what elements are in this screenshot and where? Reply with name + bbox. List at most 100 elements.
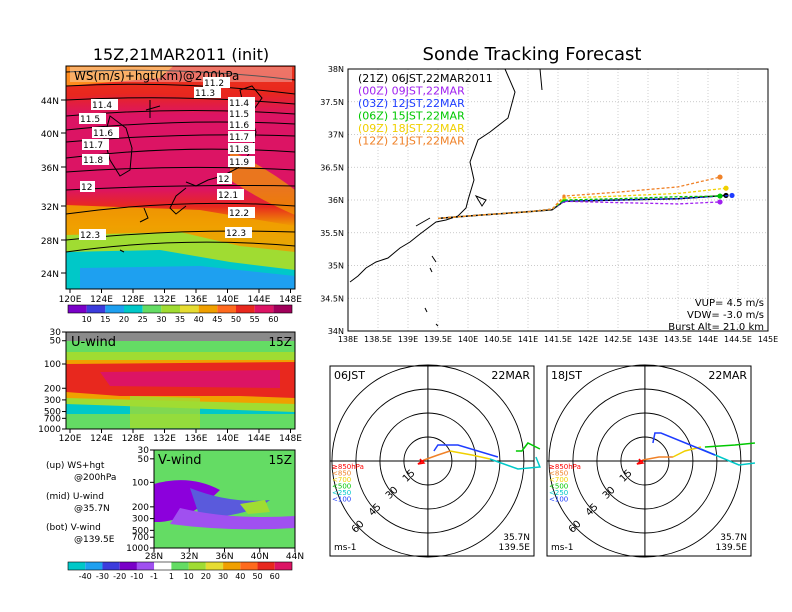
- ws-colorbar-label: 55: [250, 315, 260, 324]
- ws-contour-label: 11.4: [229, 99, 249, 109]
- hodograph-level-label: <100: [549, 496, 568, 504]
- ws-contour-label-box: [228, 97, 255, 108]
- track-lon-label: 140.5E: [484, 335, 512, 344]
- hodograph-level-label: <500: [549, 483, 568, 491]
- track-lon-label: 139E: [398, 335, 418, 344]
- ws-contour-label: 11.7: [83, 141, 103, 151]
- ws-colorbar-swatch: [254, 305, 274, 313]
- track-lon-label: 141.5E: [544, 335, 572, 344]
- v-pressure-label: 200: [132, 503, 149, 513]
- u-lon-label: 148E: [279, 434, 302, 444]
- u-lon-label: 120E: [59, 434, 82, 444]
- ws-lat-label: 28N: [41, 237, 59, 247]
- track-lon-label: 143E: [638, 335, 658, 344]
- hodograph-level-label: <100: [332, 496, 351, 504]
- v-colorbar-label: -1: [150, 572, 158, 581]
- v-colorbar-swatch: [223, 562, 241, 570]
- track-lat-label: 35.5N: [320, 229, 344, 238]
- ws-contour-label-box: [228, 143, 255, 154]
- ws-colorbar-label: 35: [175, 315, 185, 324]
- track-lat-label: 35N: [328, 262, 344, 271]
- ws-contour-label-box: [91, 99, 118, 110]
- u-panel-time: 15Z: [269, 335, 293, 349]
- track-legend-entry: (06Z) 15JST,22MAR: [358, 110, 465, 123]
- ws-panel-title: WS(m/s)+hgt(km)@200hPa: [74, 69, 239, 83]
- hodograph-unit: ms-1: [551, 543, 573, 553]
- v-colorbar-swatch: [274, 562, 292, 570]
- track-lat-label: 36.5N: [320, 163, 344, 172]
- u-pressure-label: 700: [44, 414, 61, 424]
- u-pressure-label: 500: [44, 408, 61, 418]
- track-info-line: VDW= -3.0 m/s: [687, 310, 764, 321]
- main-title: Sonde Tracking Forecast: [423, 44, 642, 65]
- v-panel-title: V-wind: [158, 453, 202, 468]
- v-pressure-label: 500: [132, 526, 149, 536]
- v-colorbar-label: -20: [113, 572, 126, 581]
- track-lon-label: 138E: [338, 335, 358, 344]
- legend-note-line2: @200hPa: [74, 473, 116, 483]
- track-lon-label: 142E: [578, 335, 598, 344]
- track-panel: (21Z) 06JST,22MAR2011(00Z) 09JST,22MAR (0…: [320, 65, 778, 344]
- hodograph-trace-2: [672, 446, 702, 458]
- hodograph-trace-5: [652, 432, 716, 456]
- track-series: [437, 174, 735, 220]
- ws-colorbar-label: 40: [194, 315, 204, 324]
- track-end-marker-5: [717, 174, 723, 180]
- v-colorbar-label: -30: [96, 572, 109, 581]
- track-lon-label: 140E: [458, 335, 478, 344]
- hodograph-trace-1: [642, 456, 673, 461]
- ws-contour-label: 11.9: [229, 158, 249, 168]
- ws-colorbar-label: 10: [82, 315, 92, 324]
- v-colorbar-swatch: [205, 562, 224, 570]
- u-pressure-label: 30: [50, 328, 62, 338]
- ws-contour-label: 12.3: [80, 231, 100, 241]
- legend-note-line1: (up) WS+hgt: [46, 461, 105, 471]
- hodograph-trace-5: [433, 444, 499, 458]
- ws-colorbar-swatch: [273, 305, 292, 313]
- ws-colorbar-label: 50: [231, 315, 241, 324]
- track-lon-label: 145E: [758, 335, 778, 344]
- ws-contour-label: 11.5: [80, 115, 100, 125]
- v-colorbar-label: 60: [270, 572, 280, 581]
- ws-colorbar-frame: [67, 304, 293, 314]
- ws-contour-label-box: [228, 156, 255, 167]
- track-lat-label: 38N: [328, 65, 344, 74]
- ws-lon-label: 148E: [279, 295, 302, 305]
- legend-notes: (up) WS+hgt @200hPa (mid) U-wind @35.7N (bot…: [46, 461, 116, 545]
- hodograph-lat: 35.7N: [503, 533, 530, 543]
- v-pressure-label: 300: [132, 515, 149, 525]
- legend-note-line1: (bot) V-wind: [46, 523, 101, 533]
- ws-colorbar-label: 30: [156, 315, 166, 324]
- track-lat-label: 36N: [328, 196, 344, 205]
- hodograph-level-label: <700: [332, 476, 351, 484]
- hodograph-trace-0: [417, 458, 426, 465]
- track-end-marker-4: [723, 185, 729, 191]
- ws-lon-label: 128E: [122, 295, 145, 305]
- track-legend-entry: (12Z) 21JST,22MAR: [358, 135, 465, 148]
- ws-contour-label: 12.3: [226, 229, 246, 239]
- ws-contour-label: 11.4: [92, 101, 112, 111]
- u-lon-label: 124E: [90, 434, 113, 444]
- v-lat-label: 32N: [180, 552, 198, 562]
- ws-panel: WS(m/s)+hgt(km)@200hPa 11.211.311.4 11.41…: [41, 65, 302, 324]
- ws-colorbar-swatch: [142, 305, 162, 313]
- ws-contour-label-box: [228, 207, 255, 218]
- hodograph-lat: 35.7N: [720, 533, 747, 543]
- v-pressure-label: 30: [138, 446, 150, 456]
- v-colorbar-swatch: [119, 562, 137, 570]
- hodograph-level-label: <700: [549, 476, 568, 484]
- track-legend-entry: (00Z) 09JST,22MAR: [358, 85, 465, 98]
- ws-colorbar-label: 20: [119, 315, 129, 324]
- ws-lon-label: 132E: [153, 295, 176, 305]
- v-colorbar-swatch: [154, 562, 172, 570]
- v-colorbar-label: 1: [169, 572, 174, 581]
- v-colorbar-swatch: [102, 562, 120, 570]
- v-colorbar-label: 20: [201, 572, 211, 581]
- ws-colorbar-label: 45: [212, 315, 222, 324]
- track-legend-entry: (21Z) 06JST,22MAR2011: [358, 72, 493, 85]
